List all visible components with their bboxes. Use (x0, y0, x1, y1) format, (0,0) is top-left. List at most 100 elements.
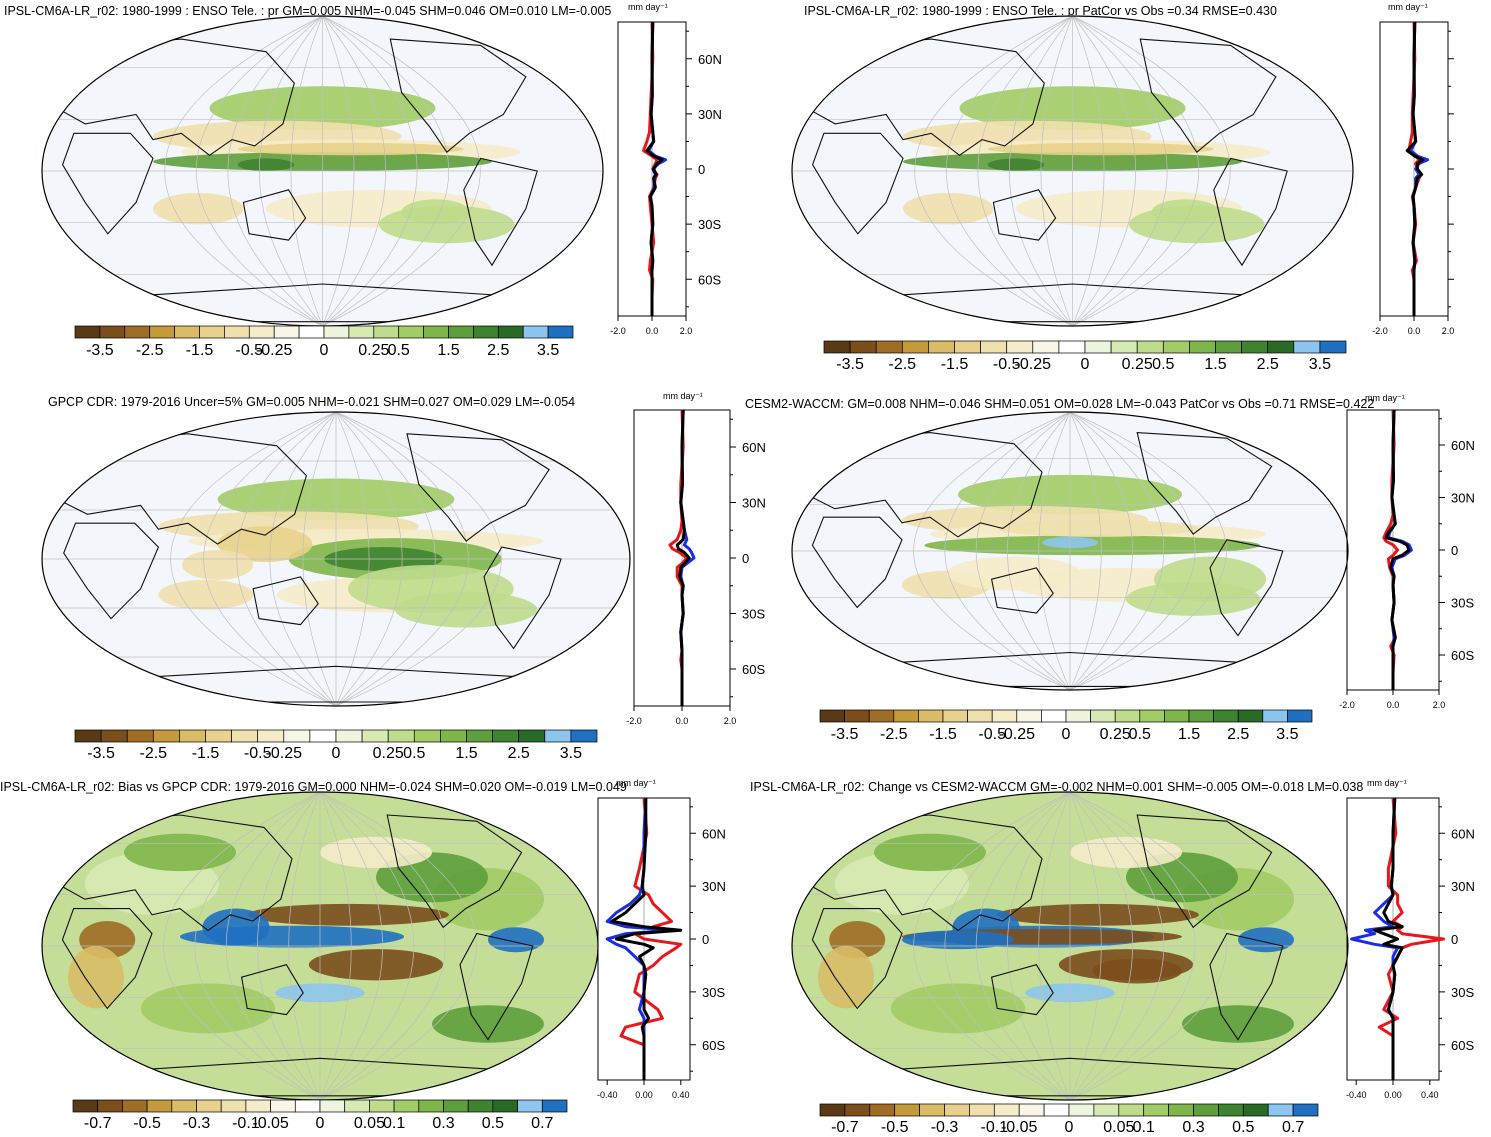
longitude-gridline (226, 792, 321, 1100)
longitude-gridline (944, 792, 1071, 1100)
colorbar-tick-label: -0.3 (930, 1119, 959, 1136)
colorbar-tick-label: -2.5 (888, 356, 917, 373)
coastline-greenland (525, 29, 567, 59)
colorbar-swatch (1237, 709, 1264, 723)
colorbar-tick-label: 0 (1080, 356, 1090, 373)
coastline-north-america (386, 814, 523, 929)
colorbar-tick-label: 1.5 (437, 342, 460, 359)
colorbar-tick-label: 0.3 (1182, 1119, 1205, 1136)
longitude-gridline (302, 412, 337, 706)
colorbar-swatch (1319, 340, 1347, 354)
longitude-gridline (170, 412, 337, 706)
coastline-australia (992, 189, 1057, 241)
zonal-mean-line-black (675, 409, 691, 706)
colorbar-swatch (969, 1103, 995, 1117)
anomaly-patch (818, 946, 874, 1009)
colorbar-swatch (869, 1103, 896, 1117)
x-tick-label: 0.0 (1408, 326, 1421, 336)
colorbar-swatch (1267, 340, 1295, 354)
coastline-greenland (1271, 423, 1312, 451)
colorbar-tick-label: -0.5 (880, 1119, 909, 1136)
colorbar-swatch (518, 729, 546, 743)
colorbar-swatch (570, 729, 598, 743)
lat-tick-label: 60N (698, 52, 722, 67)
anomaly-patch (1182, 1005, 1294, 1043)
colorbar-swatch (918, 709, 944, 723)
coastline-australia (252, 576, 319, 626)
coastline-asia-europe (800, 432, 1043, 538)
colorbar-swatch (944, 1103, 970, 1117)
longitude-gridline (259, 16, 323, 326)
longitude-gridline (319, 792, 383, 1100)
x-tick-label: 2.0 (680, 326, 693, 336)
anomaly-patch (488, 927, 544, 953)
colorbar-tick-label: -3.5 (87, 745, 115, 762)
anomaly-patch (401, 199, 470, 225)
longitude-gridline (1072, 16, 1199, 326)
zonal-mean-plot: 60N 30N 0 30S 60S -2.0 0.0 2.0 (1339, 409, 1475, 710)
colorbar-tick-label: 2.5 (1227, 726, 1250, 743)
lat-tick-label: 30N (702, 879, 726, 894)
lat-tick-label: 30S (1451, 985, 1474, 1000)
colorbar-swatch (205, 729, 232, 743)
longitude-gridline (164, 16, 323, 326)
colorbar-swatch (1084, 340, 1112, 354)
coastline-asia-europe (800, 814, 1043, 932)
map-field (792, 16, 1353, 326)
colorbar-swatch (1006, 340, 1034, 354)
colorbar-swatch (1090, 709, 1116, 723)
colorbar-swatch (1287, 709, 1313, 723)
colorbar-swatch (541, 1099, 568, 1113)
colorbar-swatch (1168, 1103, 1194, 1117)
anomaly-patch (153, 192, 244, 225)
anomaly-patch (987, 142, 1214, 156)
colorbar-swatch (373, 325, 400, 339)
anomaly-patch (432, 1005, 544, 1043)
panel-title: CESM2-WACCM: GM=0.008 NHM=-0.046 SHM=0.0… (745, 397, 1375, 411)
colorbar-swatch (1213, 709, 1239, 723)
colorbar-tick-label: 0.25 (1121, 356, 1153, 373)
colorbar-swatch (418, 1099, 444, 1113)
colorbar-swatch (387, 729, 415, 743)
colorbar-tick-label: -3.5 (836, 356, 864, 373)
anomaly-patch (320, 836, 432, 868)
longitude-gridline (1009, 16, 1073, 326)
lat-tick-label: 0 (698, 162, 705, 177)
lat-tick-label: 30S (742, 607, 765, 622)
colorbar-tick-label: -0.05 (252, 1115, 289, 1132)
colorbar-swatch (1043, 1103, 1070, 1117)
colorbar-swatch (823, 340, 851, 354)
x-tick-label: 2.0 (1442, 326, 1455, 336)
coastline-north-america (406, 433, 550, 542)
map-border (791, 15, 1354, 327)
colorbar-swatch (74, 325, 101, 339)
panel-title: IPSL-CM6A-LR_r02: 1980-1999 : ENSO Tele.… (4, 4, 612, 18)
zonal-mean-plot: 60N 30N 0 30S 60S -2.0 0.0 2.0 (610, 21, 722, 336)
colorbar-swatch (440, 729, 467, 743)
colorbar-swatch (547, 325, 574, 339)
colorbar-swatch (1065, 709, 1091, 723)
zonal-mean-line-blue (1350, 797, 1400, 1080)
colorbar-swatch (1162, 340, 1190, 354)
colorbar-swatch (1143, 1103, 1169, 1117)
anomaly-patch (68, 946, 124, 1009)
colorbar-tick-label: -0.25 (1014, 356, 1052, 373)
colorbar-tick-label: 0.5 (387, 342, 410, 359)
colorbar-tick-label: 0.5 (1152, 356, 1175, 373)
colorbar-swatch (1193, 1103, 1219, 1117)
colorbar-tick-label: -0.1 (232, 1115, 260, 1132)
colorbar-tick-label: -0.25 (255, 342, 293, 359)
anomaly-patch (158, 579, 254, 610)
colorbar-swatch (294, 1099, 321, 1113)
colorbar-swatch (122, 1099, 148, 1113)
colorbar (819, 1103, 1319, 1117)
coastline-north-america (389, 38, 527, 154)
x-tick-label: 2.0 (1433, 700, 1446, 710)
zonal-mean-plot: -2.0 0.0 2.0 (1372, 21, 1454, 336)
colorbar-tick-label: 0.5 (1232, 1119, 1255, 1136)
x-tick-label: 0.0 (646, 326, 659, 336)
colorbar-swatch (466, 729, 493, 743)
colorbar-tick-label: 0 (1061, 726, 1071, 743)
colorbar-swatch (844, 1103, 871, 1117)
colorbar-tick-label: -0.3 (182, 1115, 211, 1132)
